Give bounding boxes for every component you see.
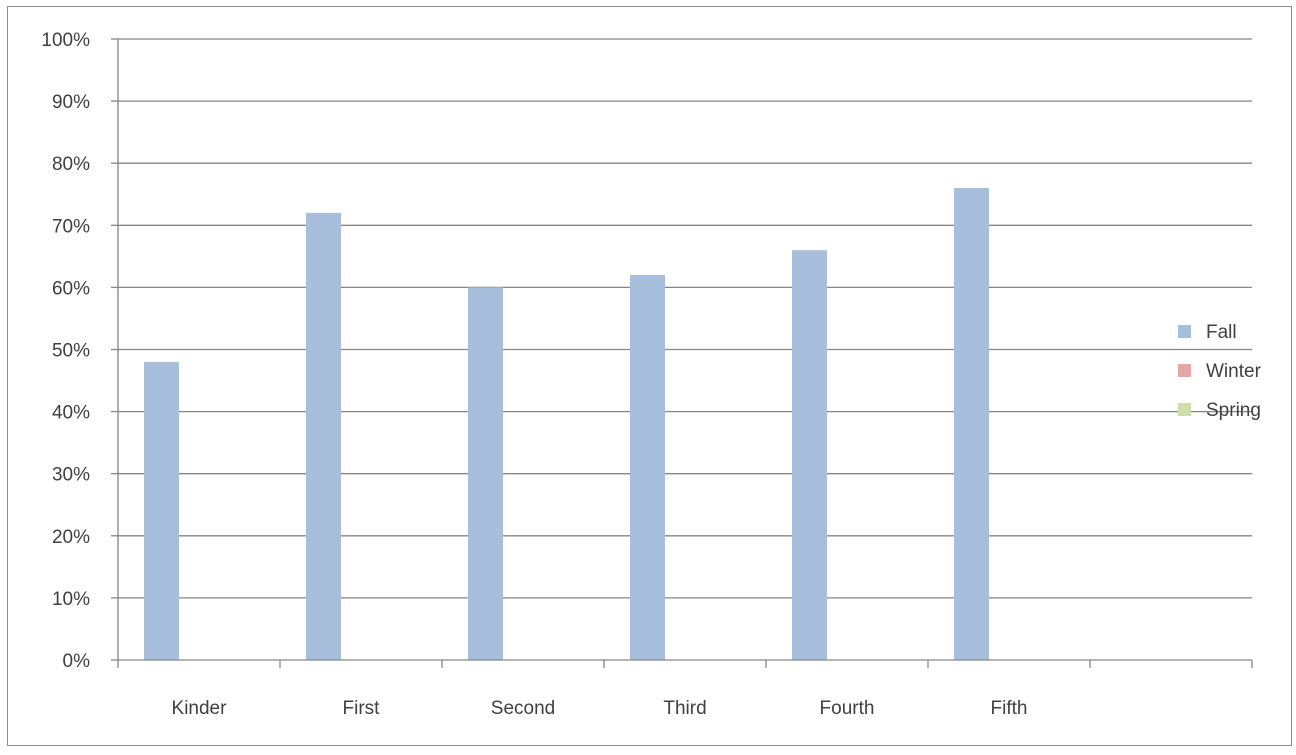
legend-label-fall: Fall [1206,322,1237,343]
bar-chart: 0% 10% 20% 30% 40% 50% 60% 70% 80% 90% 100% Kinder… [41,30,1262,719]
legend-label-winter: Winter [1206,361,1262,382]
y-tick-label: 40% [52,403,90,424]
bar-fall-second [468,287,503,660]
legend-swatch-winter [1178,364,1191,377]
y-tick-label: 30% [52,465,90,486]
x-tick-label: Kinder [172,698,228,719]
y-tick-label: 50% [52,341,90,362]
x-axis-tick-labels: Kinder First Second Third Fourth Fifth [172,698,1028,719]
legend: Fall Winter Spring [1178,322,1262,421]
chart-container: 0% 10% 20% 30% 40% 50% 60% 70% 80% 90% 100% Kinder… [7,6,1292,746]
y-tick-label: 60% [52,278,90,299]
legend-swatch-spring [1178,403,1191,416]
gridlines [118,38,1252,599]
bar-fall-kinder [144,361,179,660]
y-tick-label: 20% [52,527,90,548]
x-tick-label: Third [663,698,706,719]
y-axis-tick-labels: 0% 10% 20% 30% 40% 50% 60% 70% 80% 90% 100% [41,30,90,672]
x-tick-label: Fourth [820,698,875,719]
bar-fall-fifth [954,188,989,661]
y-tick-label: 80% [52,154,90,175]
y-tick-label: 100% [41,30,90,51]
legend-swatch-fall [1178,325,1191,338]
y-tick-label: 90% [52,92,90,113]
y-tick-label: 70% [52,216,90,237]
bar-fall-first [306,212,341,660]
x-tick-label: First [343,698,381,719]
legend-label-spring: Spring [1206,400,1261,421]
bars [144,188,989,661]
y-tick-label: 10% [52,589,90,610]
x-tick-label: Fifth [991,698,1028,719]
x-tick-label: Second [491,698,555,719]
axes [111,38,1253,668]
bar-fall-fourth [792,250,827,660]
y-tick-label: 0% [63,651,91,672]
bar-fall-third [630,274,665,660]
